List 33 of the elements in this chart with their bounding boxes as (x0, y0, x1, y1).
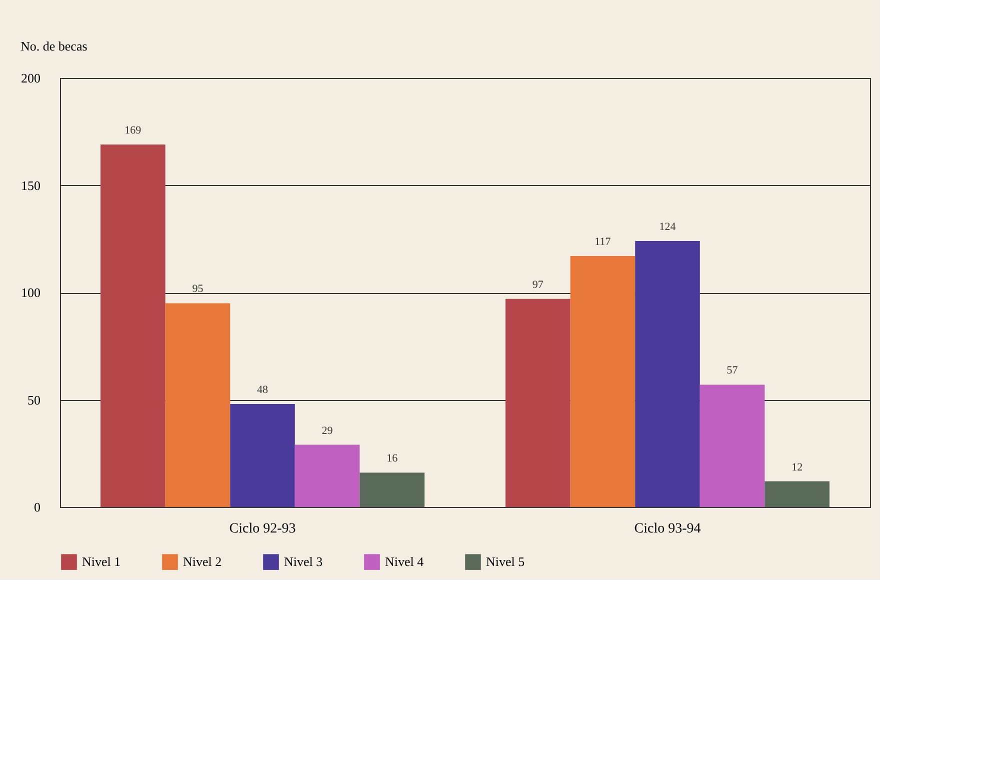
data-label: 169 (124, 124, 142, 136)
data-label: 97 (532, 278, 544, 291)
data-label: 57 (726, 364, 738, 377)
y-tick-label: 0 (34, 500, 40, 514)
bar (764, 481, 830, 507)
y-tick-label: 50 (28, 392, 40, 408)
data-label: 95 (192, 283, 204, 296)
data-label: 29 (322, 424, 334, 437)
bar (230, 404, 295, 507)
y-axis-title: No. de becas (20, 38, 88, 54)
legend-label: Nivel 4 (385, 554, 424, 570)
bar (165, 303, 230, 507)
legend-label: Nivel 5 (486, 554, 525, 570)
legend-label: Nivel 1 (82, 554, 121, 570)
y-tick-label: 200 (21, 70, 40, 86)
legend-label: Nivel 3 (284, 554, 323, 570)
bar (635, 241, 700, 507)
data-label: 117 (594, 236, 612, 248)
legend-label: Nivel 2 (183, 554, 222, 570)
bar (700, 384, 765, 507)
bar (294, 444, 360, 507)
bar (506, 298, 570, 507)
data-label: 48 (257, 384, 268, 396)
x-tick-label: Ciclo 93-94 (634, 522, 701, 536)
x-tick-label: Ciclo 92-93 (229, 522, 296, 536)
y-tick-label: 100 (21, 285, 40, 300)
data-label: 124 (659, 221, 676, 234)
bar (100, 144, 166, 507)
bar (360, 472, 424, 507)
data-label: 16 (386, 452, 398, 465)
y-tick-label: 150 (21, 178, 40, 193)
data-label: 12 (792, 461, 803, 474)
bar (570, 256, 636, 507)
